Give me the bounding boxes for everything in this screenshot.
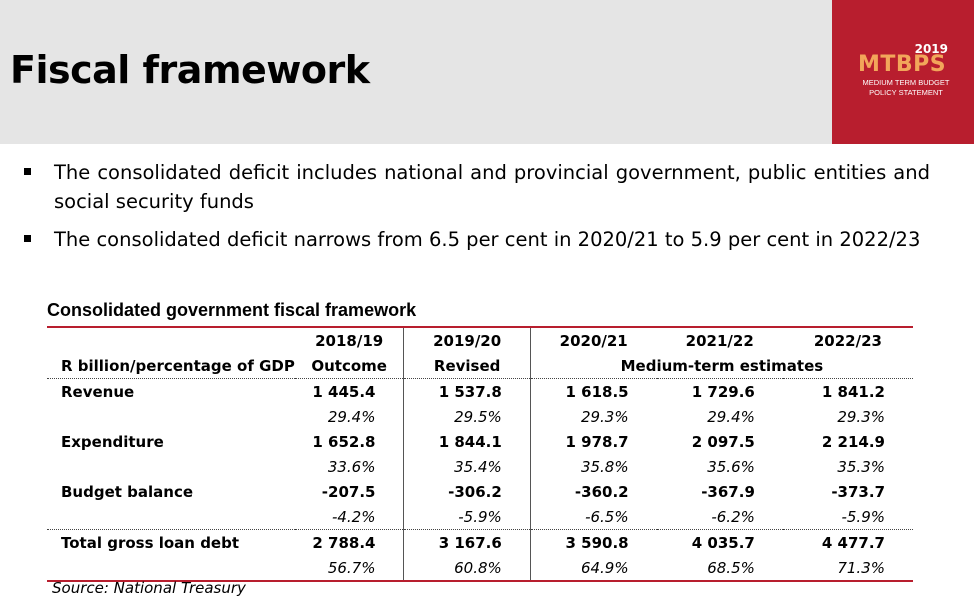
table-cell: 29.4% — [327, 407, 376, 426]
table-row: Budget balance -207.5 -306.2 -360.2 -367… — [47, 479, 913, 504]
table-cell: 4 477.7 — [782, 529, 913, 555]
bullet-text: The consolidated deficit includes nation… — [54, 161, 930, 213]
table-cell: -6.5% — [529, 504, 657, 530]
row-label-blank — [47, 454, 295, 479]
table-row: 29.4% 29.5% 29.3% 29.4% 29.3% — [47, 404, 913, 429]
table-cell: 35.4% — [403, 454, 531, 479]
fiscal-framework-table: 2018/19 2019/20 2020/21 2021/22 2022/23 … — [47, 326, 913, 582]
table-cell: 29.5% — [403, 404, 531, 429]
table-cell: 29.3% — [837, 407, 885, 426]
unit-label: R billion/percentage of GDP — [47, 353, 295, 379]
table-cell: -306.2 — [403, 479, 531, 504]
col-type-outcome: Outcome — [294, 353, 404, 379]
year-header: 2020/21 — [529, 326, 657, 353]
row-label: Revenue — [61, 382, 135, 401]
table-cell: 2 214.9 — [821, 432, 885, 451]
table-cell: 29.3% — [529, 404, 657, 429]
table-cell: 56.7% — [294, 555, 404, 582]
table-cell: -360.2 — [529, 479, 657, 504]
table-title: Consolidated government fiscal framework — [47, 300, 417, 320]
logo-year: 2019 — [914, 42, 948, 56]
row-label: Expenditure — [61, 432, 164, 451]
table-cell: -6.2% — [711, 507, 755, 526]
table-cell: 60.8% — [403, 555, 531, 582]
col-type-revised: Revised — [403, 353, 531, 379]
table-cell: -5.9% — [841, 507, 885, 526]
table-row: 56.7% 60.8% 64.9% 68.5% 71.3% — [47, 555, 913, 582]
row-label-blank — [47, 555, 295, 582]
year-header: 2018/19 — [294, 326, 404, 353]
bullet-square-icon — [24, 235, 31, 242]
table-row: -4.2% -5.9% -6.5% -6.2% -5.9% — [47, 504, 913, 530]
bullet-list: The consolidated deficit includes nation… — [24, 158, 930, 263]
mtbps-logo: 2019 MTBPS MEDIUM TERM BUDGET POLICY STA… — [832, 0, 974, 144]
table-cell: -5.9% — [403, 504, 531, 530]
table-row: Revenue 1 445.4 1 537.8 1 618.5 1 729.6 … — [47, 378, 913, 404]
table-cell: 1 445.4 — [312, 382, 376, 401]
header-blank — [47, 326, 295, 353]
bullet-item: The consolidated deficit narrows from 6.… — [24, 225, 930, 254]
year-header: 2022/23 — [782, 326, 913, 353]
table-cell: -207.5 — [321, 482, 376, 501]
table-header-types: R billion/percentage of GDP Outcome Revi… — [47, 353, 913, 379]
page-title: Fiscal framework — [10, 48, 370, 92]
table-cell: 71.3% — [782, 555, 913, 582]
source-note: Source: National Treasury — [52, 579, 246, 597]
table-cell: 1 729.6 — [691, 382, 755, 401]
table-row: Total gross loan debt 2 788.4 3 167.6 3 … — [47, 529, 913, 555]
year-header: 2021/22 — [656, 326, 783, 353]
table-cell: 1 652.8 — [312, 432, 376, 451]
row-label-blank — [47, 404, 295, 429]
table-cell: 1 978.7 — [529, 429, 657, 454]
header-band: Fiscal framework 2019 MTBPS MEDIUM TERM … — [0, 0, 974, 144]
table-cell: 4 035.7 — [656, 529, 783, 555]
bullet-square-icon — [24, 168, 31, 175]
table-header-years: 2018/19 2019/20 2020/21 2021/22 2022/23 — [47, 326, 913, 353]
col-type-medium-term: Medium-term estimates — [529, 353, 913, 379]
logo-name: MTBPS — [858, 52, 947, 77]
table-row: Expenditure 1 652.8 1 844.1 1 978.7 2 09… — [47, 429, 913, 454]
logo-subtitle-line1: MEDIUM TERM BUDGET — [862, 78, 950, 87]
table-cell: 1 841.2 — [821, 382, 885, 401]
table-cell: 1 537.8 — [403, 378, 531, 404]
row-label: Budget balance — [61, 482, 194, 501]
table-cell: 3 590.8 — [529, 529, 657, 555]
year-header: 2019/20 — [403, 326, 531, 353]
table-cell: -373.7 — [831, 482, 885, 501]
table-cell: 35.3% — [837, 457, 885, 476]
table-cell: 35.6% — [707, 457, 755, 476]
row-label: Total gross loan debt — [47, 529, 295, 555]
bullet-item: The consolidated deficit includes nation… — [24, 158, 930, 216]
table-row: 33.6% 35.4% 35.8% 35.6% 35.3% — [47, 454, 913, 479]
table-cell: 29.4% — [707, 407, 755, 426]
table-cell: 3 167.6 — [403, 529, 531, 555]
logo-subtitle-line2: POLICY STATEMENT — [869, 88, 943, 97]
bullet-text: The consolidated deficit narrows from 6.… — [54, 228, 921, 251]
table-cell: 1 844.1 — [403, 429, 531, 454]
table-cell: 1 618.5 — [529, 378, 657, 404]
row-label-blank — [47, 504, 295, 530]
table-cell: 35.8% — [529, 454, 657, 479]
table-cell: 2 788.4 — [294, 529, 404, 555]
table-cell: 2 097.5 — [691, 432, 755, 451]
table-cell: 68.5% — [656, 555, 783, 582]
table-cell: -367.9 — [701, 482, 755, 501]
logo-subtitle: MEDIUM TERM BUDGET POLICY STATEMENT — [846, 78, 966, 98]
table-cell: 64.9% — [529, 555, 657, 582]
table-cell: 33.6% — [327, 457, 376, 476]
table-cell: -4.2% — [331, 507, 376, 526]
